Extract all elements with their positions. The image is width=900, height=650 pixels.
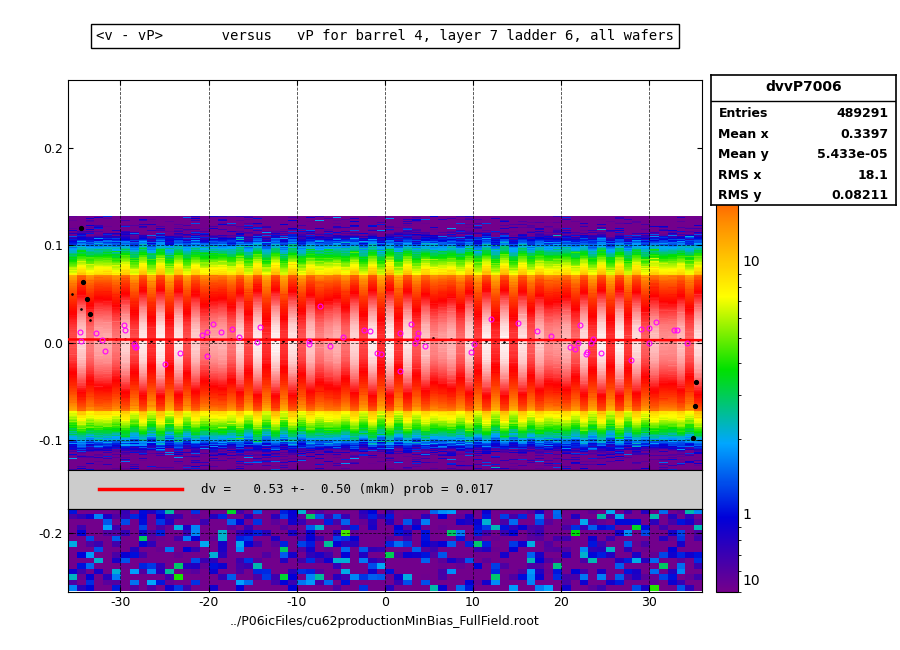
Text: 489291: 489291: [836, 107, 888, 120]
Text: 0.3397: 0.3397: [840, 128, 888, 141]
Text: Entries: Entries: [718, 107, 768, 120]
Text: Mean y: Mean y: [718, 148, 770, 161]
Text: dvvP7006: dvvP7006: [765, 80, 842, 94]
Text: dv =   0.53 +-  0.50 (mkm) prob = 0.017: dv = 0.53 +- 0.50 (mkm) prob = 0.017: [201, 482, 493, 495]
Text: 1: 1: [742, 508, 752, 522]
Text: 5.433e-05: 5.433e-05: [817, 148, 888, 161]
X-axis label: ../P06icFiles/cu62productionMinBias_FullField.root: ../P06icFiles/cu62productionMinBias_Full…: [230, 615, 540, 628]
Text: Mean x: Mean x: [718, 128, 770, 141]
Text: RMS y: RMS y: [718, 189, 762, 202]
Text: <v - vP>       versus   vP for barrel 4, layer 7 ladder 6, all wafers: <v - vP> versus vP for barrel 4, layer 7…: [95, 29, 674, 43]
Text: 0.08211: 0.08211: [831, 189, 888, 202]
Text: 18.1: 18.1: [857, 169, 888, 182]
Text: 10: 10: [742, 574, 760, 588]
Text: 10: 10: [742, 255, 760, 269]
Text: RMS x: RMS x: [718, 169, 762, 182]
